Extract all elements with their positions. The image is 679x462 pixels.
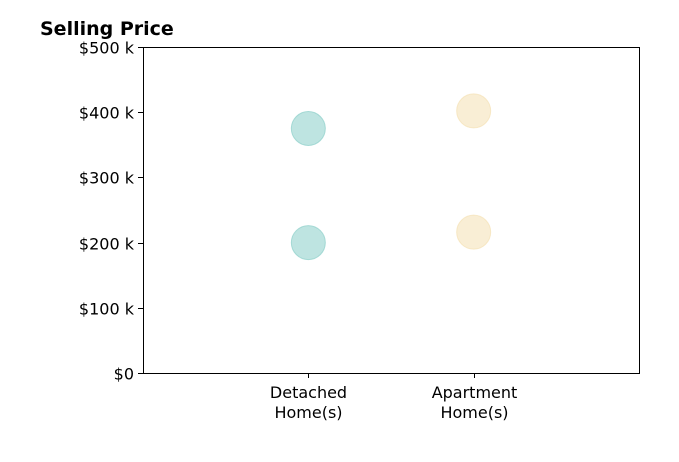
data-point [456,214,492,250]
y-tick-label: $300 k [79,169,135,188]
data-points [290,93,492,261]
y-tick-label: $500 k [79,39,135,58]
y-axis: $0 $100 k $200 k $300 k $400 k $500 k [79,39,143,384]
chart-title: Selling Price [40,18,174,40]
data-point [456,93,492,129]
data-point [290,225,326,261]
x-tick-label: Apartment Home(s) [432,383,518,422]
data-point [290,111,326,146]
y-tick-label: $400 k [79,104,135,123]
y-tick-label: $0 [114,365,134,384]
x-axis: Detached Home(s) Apartment Home(s) [270,373,517,422]
plot-area [143,47,640,374]
x-tick-label: Detached Home(s) [270,383,347,422]
y-tick-label: $200 k [79,235,135,254]
y-tick-label: $100 k [79,300,135,319]
